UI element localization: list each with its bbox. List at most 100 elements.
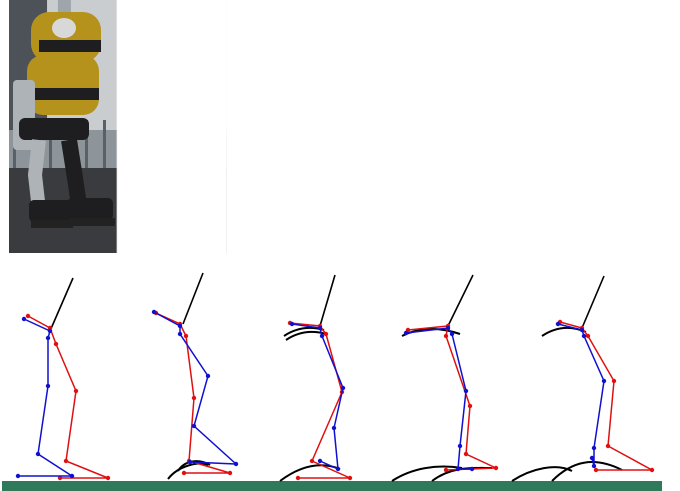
floor xyxy=(444,168,553,253)
robot-backpack-bottom xyxy=(248,55,320,115)
railing-post xyxy=(320,120,323,180)
right-leg-joint xyxy=(191,423,197,429)
left-leg xyxy=(407,325,497,471)
robot-foot-right xyxy=(176,198,222,220)
foot-sole xyxy=(248,220,290,228)
right-leg-joint xyxy=(579,327,585,333)
robot-backpack-top xyxy=(252,12,322,62)
right-leg-joint xyxy=(469,466,475,472)
robot-strap xyxy=(592,40,654,52)
robot-sensor xyxy=(384,18,408,38)
foot-trajectory xyxy=(167,462,209,480)
robot-sensor xyxy=(163,18,187,38)
right-leg-joint xyxy=(69,473,75,479)
window xyxy=(167,0,180,70)
left-leg-joint xyxy=(443,333,449,339)
railing-post xyxy=(592,120,595,180)
robot-strap xyxy=(371,40,433,52)
robot-foot-left xyxy=(246,200,288,222)
foot-sole xyxy=(31,220,73,228)
foot-sole xyxy=(140,220,182,228)
right-leg-joint xyxy=(233,461,239,467)
robot-leg-left xyxy=(252,140,260,210)
robot-strap xyxy=(478,88,542,100)
wall xyxy=(444,0,553,253)
left-leg-joint xyxy=(585,333,591,339)
railing-post xyxy=(176,120,179,180)
right-leg-joint xyxy=(47,328,53,334)
robot-hip-frame xyxy=(124,80,146,150)
floor xyxy=(335,168,444,253)
left-leg-joint xyxy=(463,451,469,457)
right-leg-joint xyxy=(187,459,193,465)
background-person xyxy=(335,0,373,150)
wall xyxy=(118,0,227,253)
right-leg-joint xyxy=(177,331,183,337)
railing-post xyxy=(85,120,88,180)
robot-foot-left xyxy=(355,200,397,222)
railing-post xyxy=(484,120,487,180)
railing-post xyxy=(49,120,52,180)
robot-leg-left xyxy=(144,140,150,210)
robot-foot-left xyxy=(464,200,506,222)
stick-figure xyxy=(15,277,111,481)
railing xyxy=(335,130,444,170)
ground-line xyxy=(2,481,662,491)
frame-divider xyxy=(443,0,445,253)
right-leg xyxy=(557,323,605,467)
left-leg-joint xyxy=(73,388,79,394)
right-leg-joint xyxy=(317,458,323,464)
robot-leg-left xyxy=(578,140,592,210)
right-leg xyxy=(153,311,239,465)
floor xyxy=(118,168,227,253)
right-leg-joint xyxy=(403,330,409,336)
railing-post xyxy=(194,120,197,180)
robot-foot-right xyxy=(502,198,548,220)
robot-leg-right xyxy=(180,140,188,205)
stick-figure xyxy=(511,275,655,482)
photo-frame xyxy=(335,0,444,253)
robot-strap xyxy=(35,88,99,100)
railing-post xyxy=(339,120,342,180)
frame-divider xyxy=(660,0,661,253)
railing-post xyxy=(628,120,631,180)
railing-post xyxy=(158,120,161,180)
left-leg-joint xyxy=(105,475,111,481)
right-leg-joint xyxy=(335,466,341,472)
foot-sole xyxy=(397,218,441,226)
railing-post xyxy=(538,120,541,180)
right-leg-joint xyxy=(177,323,183,329)
robot-backpack-bottom xyxy=(470,55,542,115)
right-leg-joint xyxy=(319,333,325,339)
robot-backpack-top xyxy=(363,12,433,62)
right-leg-joint xyxy=(463,388,469,394)
railing-post xyxy=(610,120,613,180)
right-leg-joint xyxy=(455,466,461,472)
right-leg-joint xyxy=(45,383,51,389)
robot-hip-frame xyxy=(234,80,256,150)
foot-trajectory xyxy=(511,466,573,482)
robot-leg-left xyxy=(27,139,46,211)
robot-strap xyxy=(588,88,652,100)
railing-post xyxy=(248,120,251,180)
robot-strap xyxy=(260,40,322,52)
railing xyxy=(552,130,661,170)
robot-backpack-bottom xyxy=(580,55,652,115)
left-leg-joint xyxy=(57,475,63,481)
robot-leg-right xyxy=(401,140,405,205)
left-leg-joint xyxy=(63,458,69,464)
photo-frame xyxy=(552,0,661,253)
right-leg xyxy=(18,318,75,477)
window xyxy=(601,0,614,70)
robot-hip-frame xyxy=(566,80,588,150)
right-leg-joint xyxy=(601,378,607,384)
right-leg-joint xyxy=(445,325,451,331)
window xyxy=(493,0,506,70)
robot-foot-left xyxy=(572,200,614,222)
right-leg-joint xyxy=(591,463,597,469)
railing-post xyxy=(103,120,106,180)
robot-sensor xyxy=(52,18,76,38)
left-leg-joint xyxy=(605,443,611,449)
wall xyxy=(335,0,444,253)
robot-waist-belt xyxy=(351,118,421,140)
